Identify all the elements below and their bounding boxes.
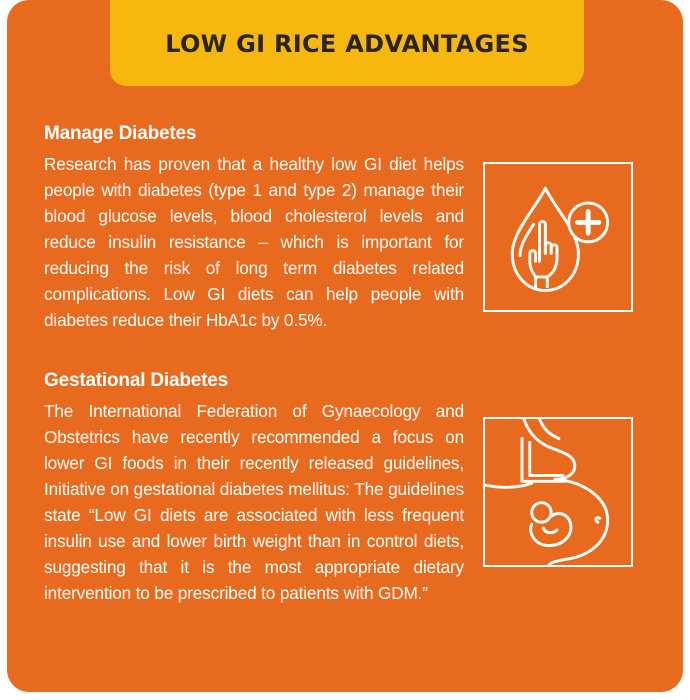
section-body: Research has proven that a healthy low G… bbox=[44, 154, 464, 330]
section-heading: Manage Diabetes bbox=[44, 123, 197, 144]
section-heading: Gestational Diabetes bbox=[44, 370, 228, 391]
info-card: LOW GI RICE ADVANTAGES Manage Diabetes R… bbox=[7, 0, 683, 692]
section-body: The International Federation of Gynaecol… bbox=[44, 401, 464, 603]
section-manage-diabetes: Manage Diabetes Research has proven that… bbox=[44, 123, 464, 333]
section-gestational-diabetes: Gestational Diabetes The International F… bbox=[44, 370, 464, 606]
title-banner: LOW GI RICE ADVANTAGES bbox=[110, 0, 584, 86]
pregnancy-icon bbox=[483, 417, 633, 567]
blood-drop-hand-plus-icon bbox=[483, 162, 633, 312]
page-title: LOW GI RICE ADVANTAGES bbox=[165, 30, 529, 58]
